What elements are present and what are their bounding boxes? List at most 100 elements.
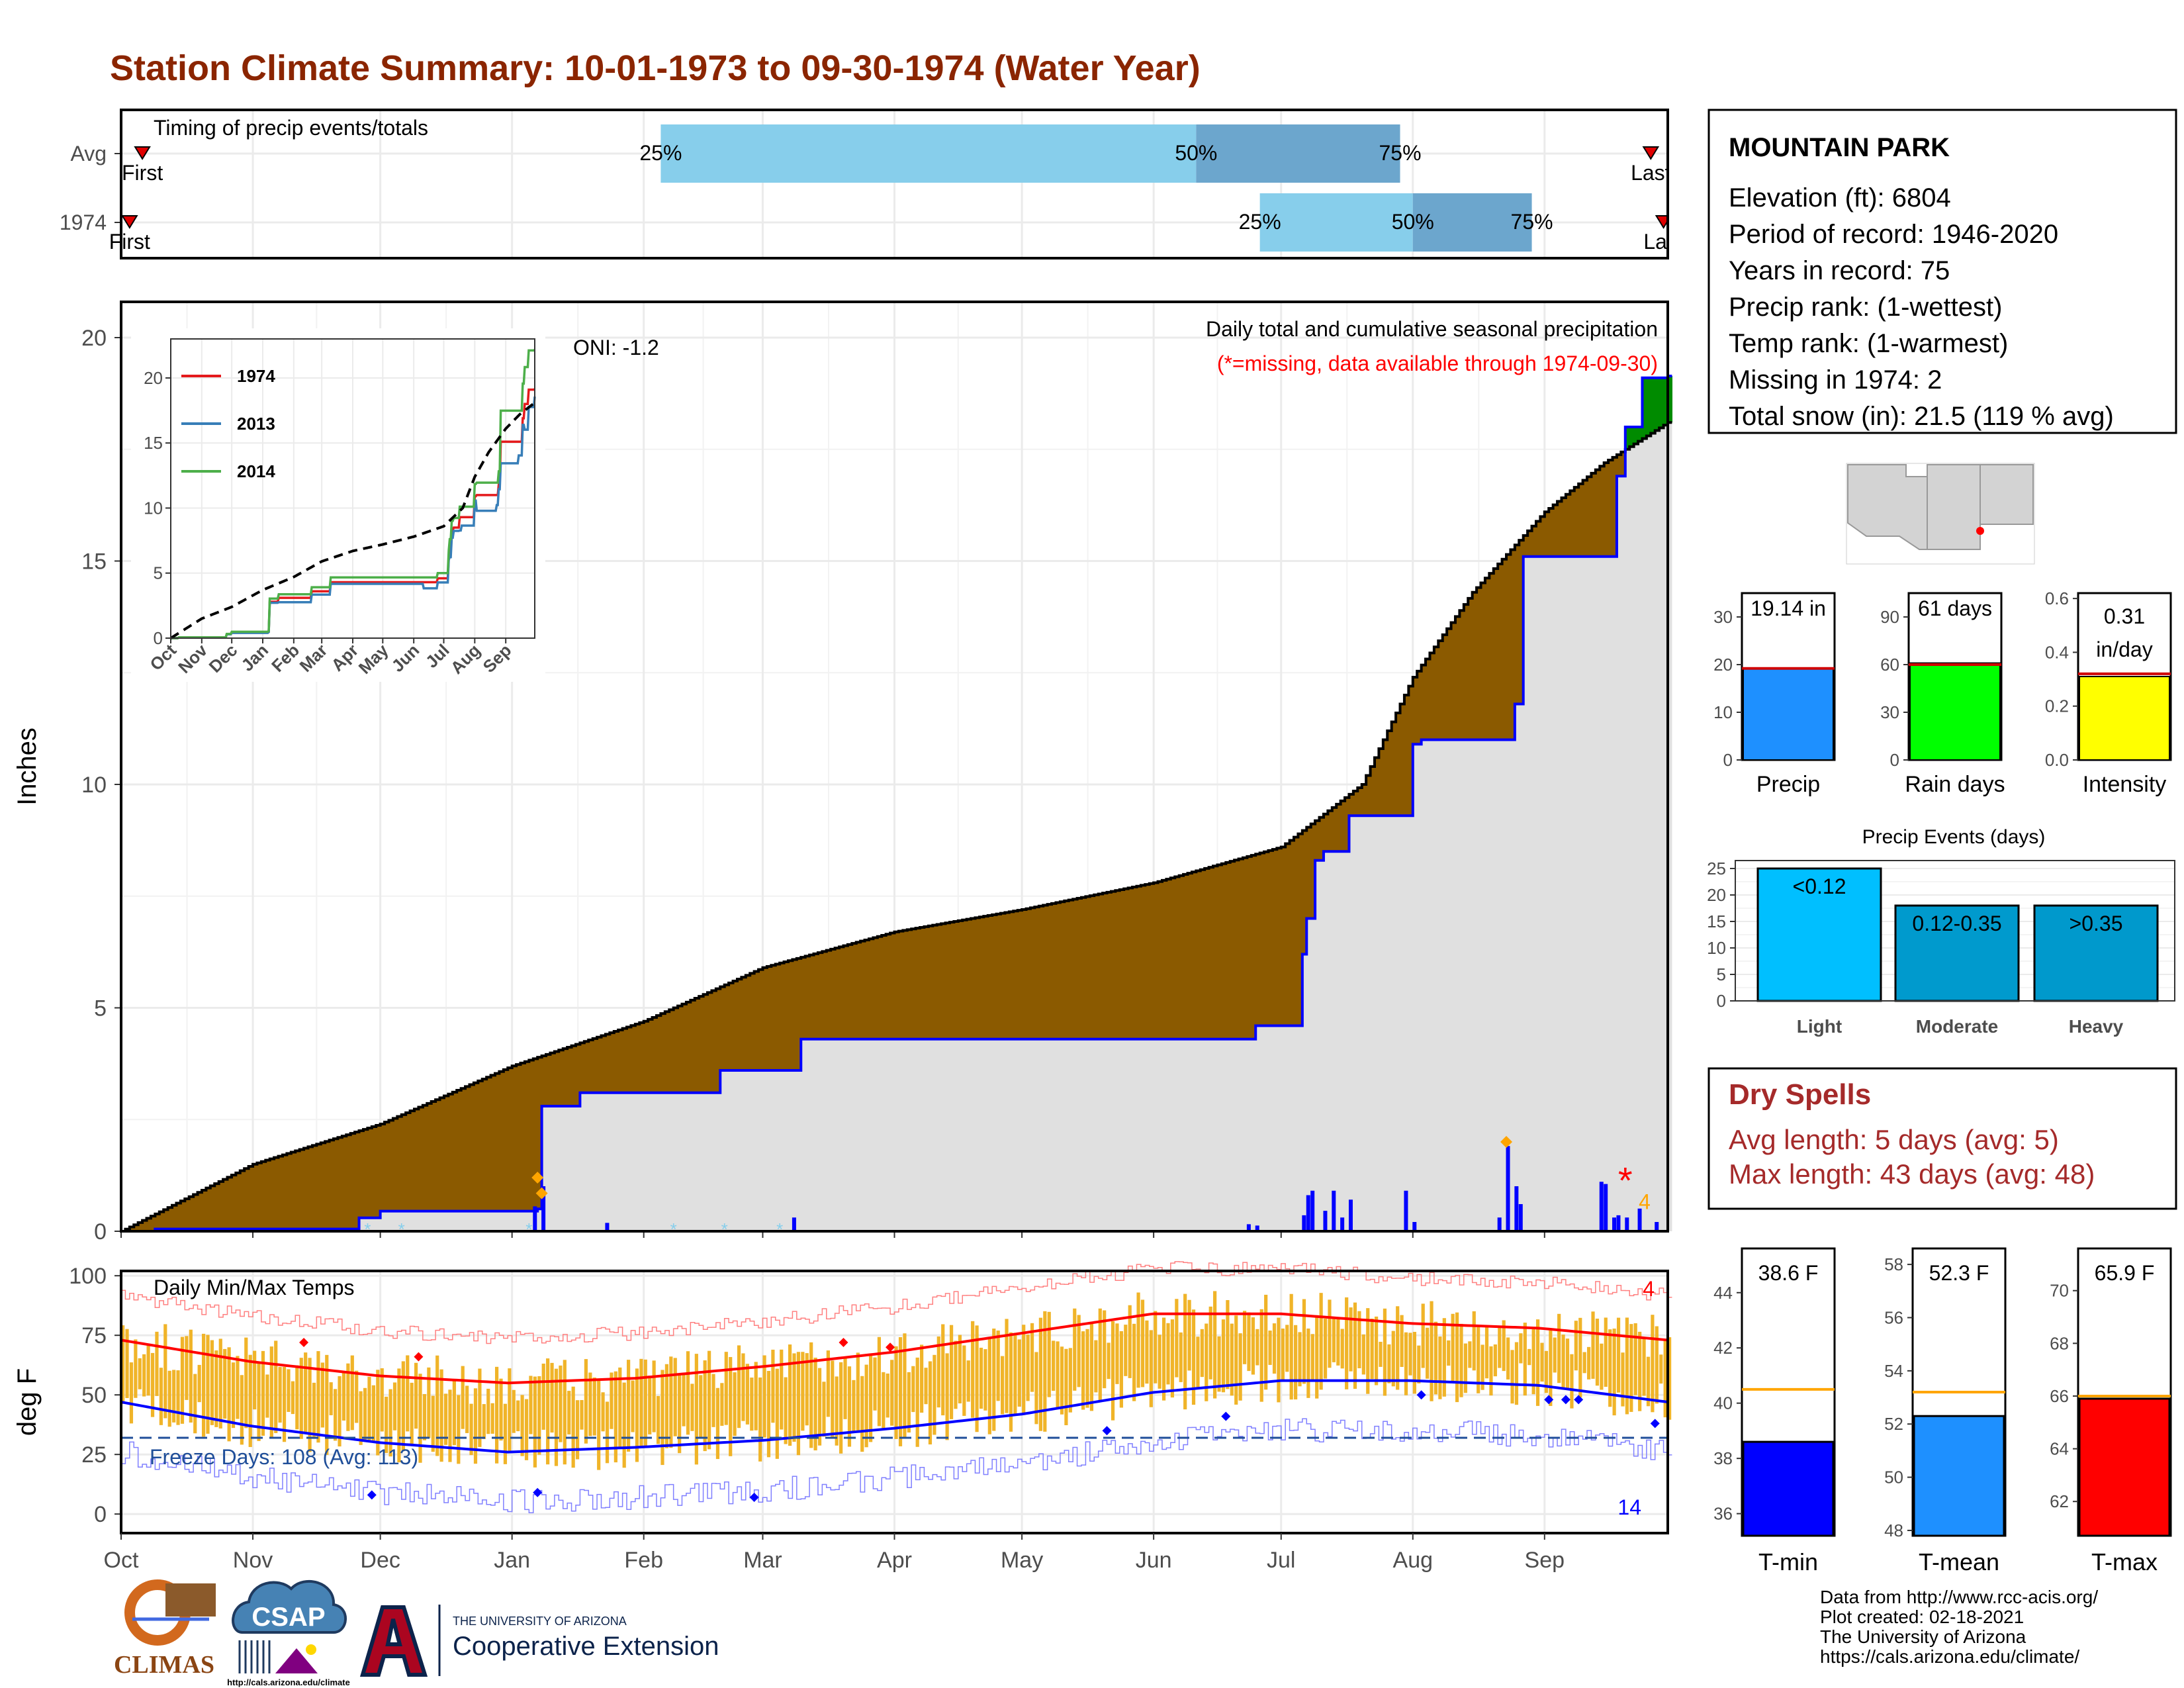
csap-logo-sun	[306, 1644, 316, 1655]
daily-temp-bar	[486, 1388, 490, 1434]
temp-panel-label: Daily Min/Max Temps	[154, 1276, 354, 1299]
snow-marker: *	[776, 1219, 783, 1239]
daily-temp-bar	[1379, 1341, 1383, 1367]
daily-temp-bar	[1361, 1334, 1365, 1375]
temp-bar-tick-label: 56	[1884, 1307, 1903, 1327]
mini-bar-label: Intensity	[2083, 772, 2167, 797]
daily-temp-bar	[928, 1361, 933, 1445]
precip-ytick-label: 5	[94, 996, 107, 1021]
event-bar-text: <0.12	[1793, 874, 1846, 898]
daily-temp-bar	[291, 1381, 295, 1415]
daily-temp-bar	[1633, 1323, 1637, 1395]
mini-bar-value: 19.14 in	[1751, 596, 1826, 620]
station-box	[1707, 109, 2177, 434]
daily-temp-bar	[363, 1387, 367, 1442]
daily-temp-bar	[771, 1349, 775, 1423]
daily-temp-bar	[839, 1362, 843, 1454]
daily-temp-bar	[1255, 1329, 1259, 1366]
daily-temp-bar	[341, 1372, 346, 1421]
daily-temp-bar	[167, 1370, 171, 1427]
daily-temp-bar	[1149, 1330, 1153, 1407]
temp-record-low-marker	[367, 1490, 377, 1500]
daily-temp-bar	[1455, 1312, 1459, 1403]
daily-temp-bar	[265, 1374, 269, 1418]
daily-temp-bar	[1608, 1329, 1612, 1407]
daily-temp-bar	[503, 1403, 508, 1464]
daily-temp-bar	[958, 1335, 962, 1404]
daily-temp-bar	[418, 1374, 422, 1463]
daily-temp-bar	[206, 1335, 210, 1434]
daily-temp-bar	[987, 1336, 991, 1434]
temp-bar-label: T-min	[1758, 1548, 1818, 1575]
daily-precip-bar	[1348, 1199, 1353, 1232]
daily-temp-bar	[1005, 1319, 1009, 1413]
inset-ytick-label: 15	[144, 433, 163, 453]
daily-temp-bar	[1531, 1327, 1535, 1395]
daily-temp-bar	[1629, 1324, 1633, 1412]
daily-temp-bar	[1298, 1332, 1302, 1387]
daily-temp-bar	[1017, 1339, 1021, 1407]
daily-temp-bar	[274, 1340, 278, 1433]
temp-record-low-marker	[1650, 1419, 1660, 1429]
month-label: Jun	[1136, 1548, 1172, 1573]
daily-temp-bar	[338, 1376, 341, 1447]
month-label: Oct	[104, 1548, 139, 1573]
daily-temp-bar	[809, 1342, 813, 1448]
daily-temp-bar	[1374, 1316, 1379, 1385]
daily-temp-bar	[1519, 1333, 1523, 1364]
daily-temp-bar	[941, 1324, 945, 1416]
month-label: Dec	[360, 1548, 400, 1573]
event-bar-text: 0.12-0.35	[1912, 912, 2001, 935]
daily-temp-bar	[1094, 1340, 1098, 1393]
daily-precip-bar	[1616, 1215, 1621, 1232]
daily-temp-bar	[1391, 1331, 1395, 1387]
daily-temp-bar	[1353, 1302, 1357, 1389]
daily-temp-bar	[414, 1362, 418, 1429]
precip-panel-border	[120, 301, 1669, 1233]
daily-temp-bar	[1272, 1323, 1277, 1374]
daily-temp-bar	[1068, 1348, 1072, 1413]
temp-bar-tick-label: 58	[1884, 1254, 1903, 1274]
daily-temp-bar	[1387, 1344, 1391, 1383]
daily-temp-bar	[469, 1403, 473, 1456]
climas-logo-block	[165, 1583, 216, 1617]
daily-temp-bar	[172, 1370, 176, 1423]
daily-temp-bar	[1043, 1311, 1047, 1432]
daily-temp-bar	[1510, 1350, 1514, 1404]
inset-legend-label: 1974	[237, 366, 275, 386]
temp-bar-tick-label: 70	[2050, 1281, 2069, 1301]
daily-temp-bar	[954, 1340, 958, 1409]
daily-temp-bar	[380, 1368, 384, 1432]
daily-temp-bar	[1565, 1338, 1570, 1390]
daily-temp-bar	[452, 1379, 456, 1446]
daily-temp-bar	[461, 1366, 465, 1429]
temp-record-low-marker	[1544, 1395, 1554, 1405]
events-panel-border	[1735, 860, 2175, 1002]
daily-temp-bar	[1557, 1313, 1561, 1383]
daily-temp-bar	[920, 1344, 924, 1413]
daily-temp-bar	[605, 1401, 610, 1464]
daily-temp-bar	[1056, 1341, 1060, 1408]
daily-temp-bar	[1616, 1317, 1621, 1393]
daily-temp-bar	[482, 1404, 486, 1439]
daily-precip-bar	[1612, 1217, 1617, 1232]
daily-temp-bar	[979, 1347, 983, 1409]
temp-bar-tick-label: 38	[1713, 1448, 1733, 1468]
daily-temp-bar	[1366, 1308, 1370, 1394]
daily-temp-bar	[882, 1372, 886, 1429]
daily-temp-bar	[1561, 1335, 1565, 1388]
daily-temp-bar	[1111, 1321, 1115, 1421]
daily-temp-bar	[639, 1358, 643, 1448]
daily-temp-bar	[244, 1337, 248, 1429]
daily-temp-bar	[431, 1395, 435, 1452]
daily-temp-bar	[627, 1360, 631, 1452]
mini-bar-tick-label: 0.6	[2045, 588, 2069, 608]
footer-line: Data from http://www.rcc-acis.org/	[1820, 1587, 2098, 1607]
temp-record-low-marker	[1221, 1411, 1231, 1421]
daily-temp-bar	[359, 1391, 363, 1445]
daily-temp-bar	[784, 1377, 788, 1444]
daily-temp-bar	[1527, 1348, 1531, 1366]
daily-temp-bar	[1208, 1306, 1212, 1380]
inset-legend-label: 2014	[237, 461, 275, 481]
